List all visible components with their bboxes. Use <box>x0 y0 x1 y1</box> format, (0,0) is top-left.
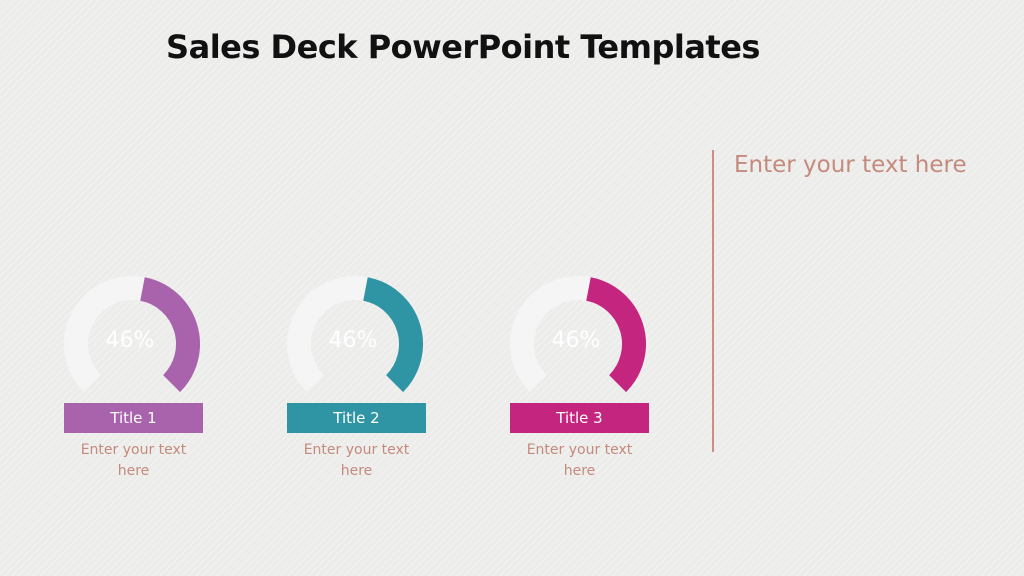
gauge-1-description: Enter your text here <box>80 442 187 479</box>
gauge-1-title: Title 1 <box>64 403 203 433</box>
gauge-3-ring <box>510 276 646 392</box>
gauge-1-arc <box>139 277 200 392</box>
gauge-1-ring <box>64 276 200 392</box>
gauge-2: 46% Title 2 Enter your text here <box>285 272 427 479</box>
vertical-divider <box>712 150 714 452</box>
gauge-1-value: 46% <box>105 328 155 353</box>
gauge-2-description: Enter your text here <box>303 442 410 479</box>
gauge-3-title: Title 3 <box>510 403 649 433</box>
side-text: Enter your text here <box>734 152 967 178</box>
gauge-2-arc <box>362 277 423 392</box>
gauge-3: 46% Title 3 Enter your text here <box>508 272 650 479</box>
gauge-2-ring <box>287 276 423 392</box>
gauge-3-arc <box>585 277 646 392</box>
gauge-3-description: Enter your text here <box>526 442 633 479</box>
gauge-2-title: Title 2 <box>287 403 426 433</box>
gauge-3-value: 46% <box>551 328 601 353</box>
gauge-2-value: 46% <box>328 328 378 353</box>
slide-title: Sales Deck PowerPoint Templates <box>166 28 760 66</box>
gauge-1: 46% Title 1 Enter your text here <box>62 272 204 479</box>
